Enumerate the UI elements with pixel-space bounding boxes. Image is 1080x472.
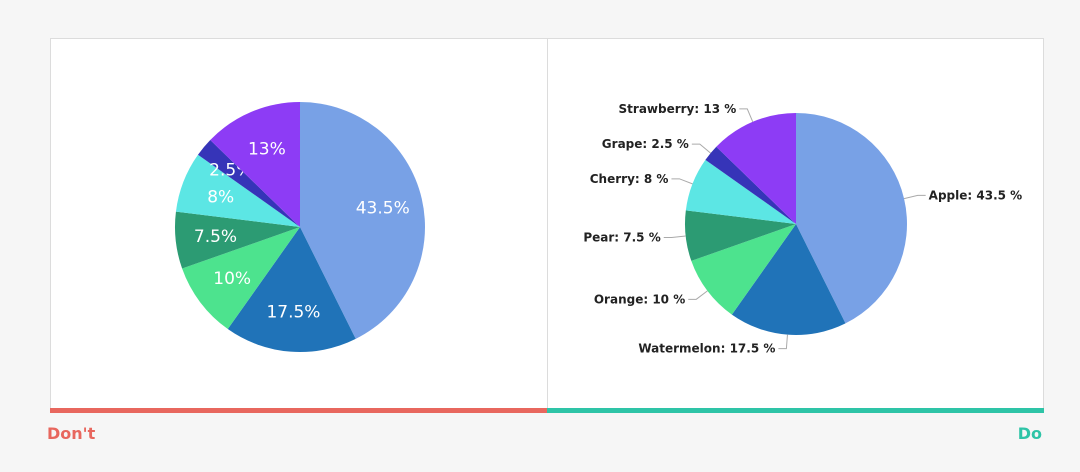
leader-line-strawberry	[739, 108, 754, 122]
pie-slice-pear	[685, 210, 796, 261]
leader-line-grape	[691, 143, 711, 154]
pie-slice-pear	[175, 211, 300, 269]
pie-slice-strawberry	[716, 113, 796, 224]
leader-line-apple	[903, 194, 926, 200]
slice-label-pear: 7.5%	[194, 227, 237, 247]
pie-slice-grape	[705, 146, 796, 224]
slice-label-strawberry: 13%	[248, 140, 286, 160]
leader-line-watermelon	[778, 334, 788, 350]
slice-label-orange: 10%	[213, 269, 251, 289]
dont-chart-panel: 43.5% 17.5% 10% 7.5% 8% 2.5% 13%	[50, 38, 548, 410]
do-pie-chart: Apple: 43.5 % Watermelon: 17.5 % Orange: 1…	[583, 102, 1023, 356]
pie-slice-apple	[300, 102, 426, 339]
dont-accent-bar	[50, 408, 547, 413]
slice-label-apple: 43.5%	[356, 199, 410, 219]
pie-slice-grape	[197, 139, 300, 227]
dont-caption: Don't	[47, 424, 96, 443]
slice-label-grape: Grape: 2.5 %	[602, 137, 689, 151]
slice-label-orange: Orange: 10 %	[594, 292, 685, 306]
leader-line-cherry	[671, 178, 693, 185]
slice-label-watermelon: 17.5%	[266, 303, 320, 323]
pie-slice-orange	[182, 227, 300, 330]
pie-slice-apple	[796, 113, 907, 324]
slice-label-cherry: Cherry: 8 %	[590, 172, 669, 186]
slice-label-watermelon: Watermelon: 17.5 %	[638, 342, 775, 356]
pie-slice-orange	[691, 224, 796, 315]
slice-label-strawberry: Strawberry: 13 %	[619, 102, 737, 116]
slice-label-pear: Pear: 7.5 %	[583, 230, 660, 244]
leader-line-orange	[688, 290, 708, 300]
slice-label-cherry: 8%	[207, 187, 234, 207]
pie-slice-cherry	[175, 154, 300, 227]
pie-slice-watermelon	[731, 224, 846, 336]
pie-slice-cherry	[685, 159, 796, 224]
slice-label-apple: Apple: 43.5 %	[929, 188, 1023, 202]
do-accent-bar	[547, 408, 1044, 413]
leader-line-pear	[663, 235, 686, 238]
pie-slice-strawberry	[210, 102, 300, 227]
do-chart-panel: Apple: 43.5 % Watermelon: 17.5 % Orange: 1…	[547, 38, 1044, 410]
dont-pie-chart: 43.5%17.5%10%7.5%8%2.5%13%	[175, 102, 426, 353]
do-caption: Do	[1017, 424, 1042, 443]
pie-slice-watermelon	[227, 227, 356, 353]
